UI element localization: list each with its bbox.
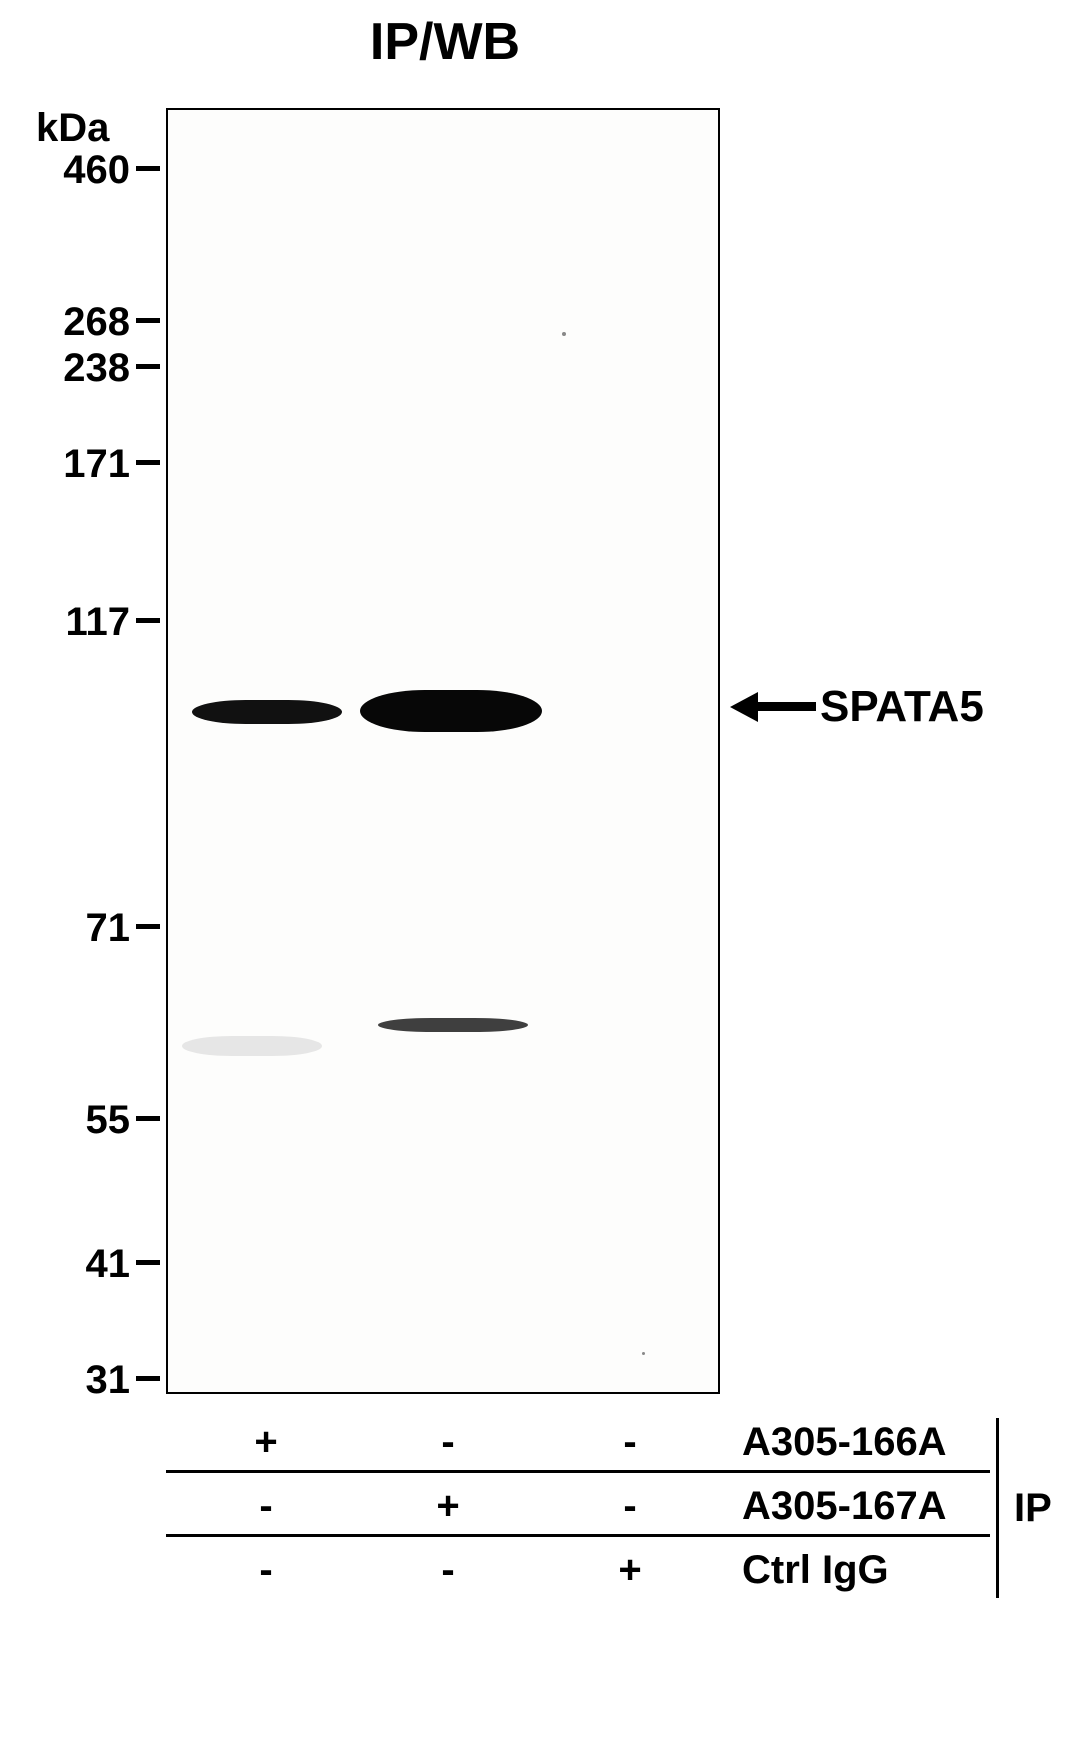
mw-label-41: 41 (0, 1242, 130, 1287)
table-rule (166, 1534, 990, 1537)
mw-label-31: 31 (0, 1358, 130, 1403)
mw-tick (136, 364, 160, 369)
mw-label-171: 171 (0, 442, 130, 487)
figure-container: { "figure": { "title": "IP/WB", "title_f… (0, 0, 1080, 1756)
lane-cell: + (236, 1420, 296, 1465)
ip-label: IP (1014, 1486, 1052, 1531)
mw-tick (136, 1260, 160, 1265)
mw-label-117: 117 (0, 600, 130, 645)
lane-cell: - (600, 1420, 660, 1465)
mw-value: 117 (65, 600, 130, 644)
lane-cell: - (236, 1548, 296, 1593)
mw-label-238: 238 (0, 346, 130, 391)
mw-value: 238 (63, 346, 130, 390)
row-label-a305-167a: A305-167A (742, 1484, 947, 1529)
band-lane2-spata5 (360, 690, 542, 732)
speckle (642, 1352, 645, 1355)
mw-value: 460 (63, 148, 130, 192)
mw-value: 268 (63, 300, 130, 344)
lane-cell: + (418, 1484, 478, 1529)
mw-label-71: 71 (0, 906, 130, 951)
mw-tick (136, 1376, 160, 1381)
mw-tick (136, 1116, 160, 1121)
kda-header: kDa (36, 106, 109, 151)
mw-tick (136, 618, 160, 623)
table-rule (166, 1470, 990, 1473)
band-lane2-minor (378, 1018, 528, 1032)
lane-cell: - (600, 1484, 660, 1529)
speckle (562, 332, 566, 336)
lane-cell: + (600, 1548, 660, 1593)
lane-cell: - (236, 1484, 296, 1529)
band-lane1-faint (182, 1036, 322, 1056)
protein-arrow-head (730, 692, 758, 722)
mw-label-268: 268 (0, 300, 130, 345)
protein-label: SPATA5 (820, 682, 984, 732)
mw-value: 171 (63, 442, 130, 486)
mw-value: 41 (86, 1242, 131, 1286)
blot-image (166, 108, 720, 1394)
figure-title: IP/WB (270, 12, 620, 72)
mw-tick (136, 166, 160, 171)
mw-label-55: 55 (0, 1098, 130, 1143)
mw-value: 55 (86, 1098, 131, 1142)
mw-value: 71 (86, 906, 131, 950)
mw-tick (136, 318, 160, 323)
mw-tick (136, 460, 160, 465)
protein-arrow-shaft (756, 702, 816, 711)
mw-label-460: 460 (0, 148, 130, 193)
row-label-ctrl-igg: Ctrl IgG (742, 1548, 889, 1593)
lane-cell: - (418, 1420, 478, 1465)
ip-bracket (996, 1418, 999, 1598)
mw-tick (136, 924, 160, 929)
row-label-a305-166a: A305-166A (742, 1420, 947, 1465)
mw-value: 31 (86, 1358, 131, 1402)
lane-cell: - (418, 1548, 478, 1593)
band-lane1-spata5 (192, 700, 342, 724)
